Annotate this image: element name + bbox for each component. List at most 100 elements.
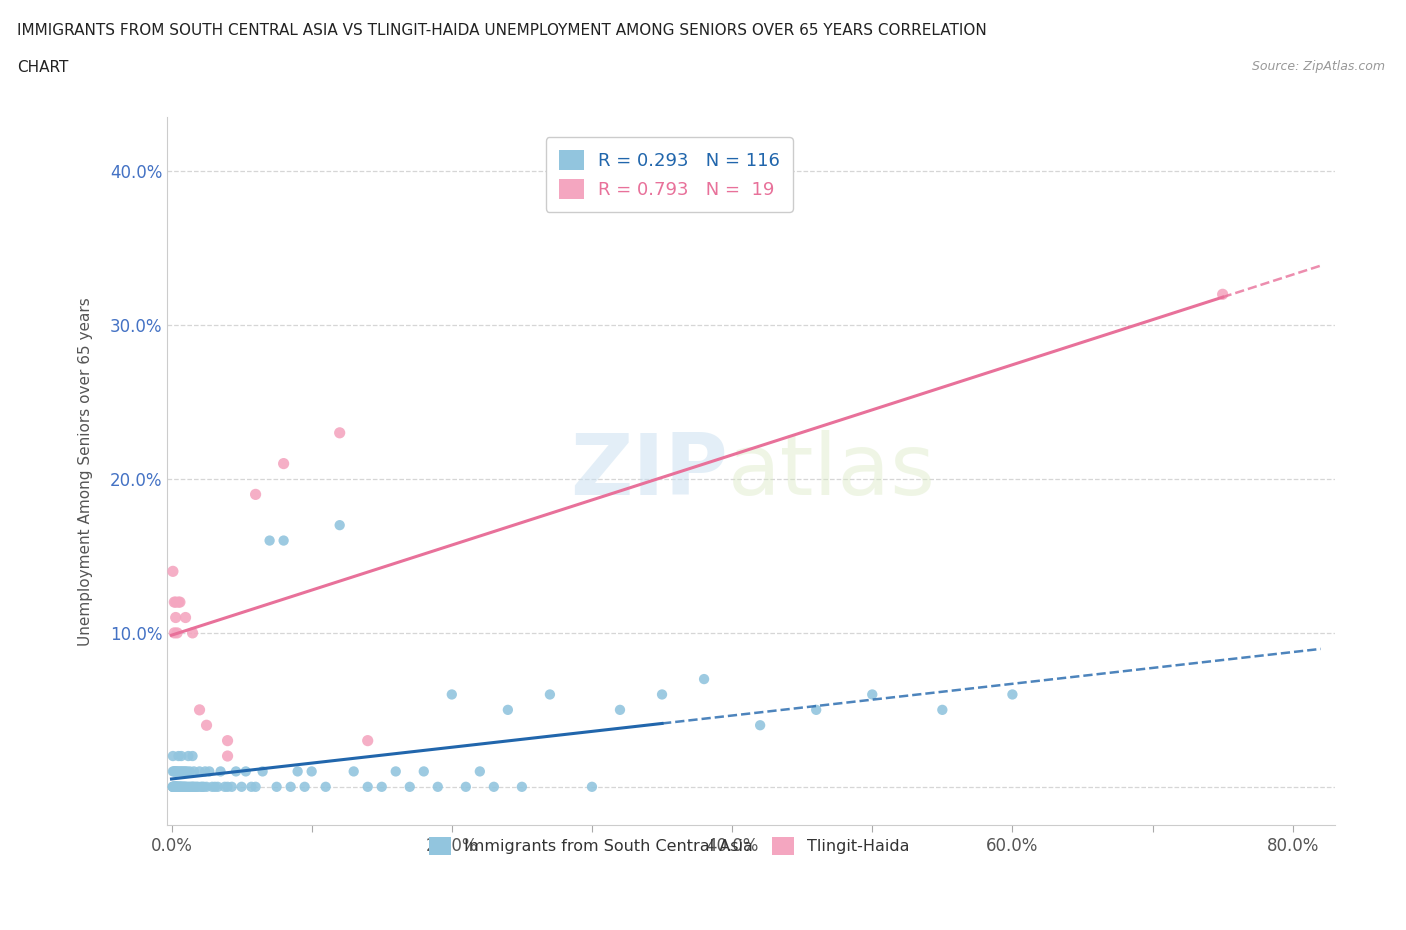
Point [357,779,380,794]
Point [169,779,191,794]
Point [177,779,200,794]
Point [259,533,281,548]
Point [167,749,190,764]
Point [170,779,193,794]
Text: ZIP: ZIP [569,430,728,512]
Point [217,779,239,794]
Point [166,779,188,794]
Point [173,779,195,794]
Point [174,610,197,625]
Point [167,779,190,794]
Point [166,626,188,641]
Point [217,749,239,764]
Point [165,594,187,609]
Point [217,733,239,748]
Point [169,779,191,794]
Point [163,779,186,794]
Point [245,487,267,502]
Point [170,779,193,794]
Point [496,702,519,717]
Point [454,779,477,794]
Point [172,779,194,794]
Point [287,764,309,778]
Point [163,779,186,794]
Point [162,779,184,794]
Point [231,779,253,794]
Point [482,779,505,794]
Point [176,779,198,794]
Point [162,564,184,578]
Point [235,764,257,778]
Point [1212,286,1234,301]
Point [398,779,420,794]
Point [162,764,184,778]
Point [163,779,186,794]
Point [166,764,188,778]
Point [169,764,191,778]
Point [181,779,204,794]
Point [193,779,215,794]
Point [343,764,366,778]
Point [165,764,187,778]
Point [181,626,204,641]
Point [163,764,186,778]
Point [170,749,193,764]
Point [166,779,188,794]
Point [194,764,217,778]
Point [301,764,323,778]
Point [186,779,208,794]
Point [468,764,491,778]
Point [315,779,337,794]
Point [163,594,186,609]
Point [195,718,218,733]
Point [195,779,218,794]
Point [198,764,221,778]
Point [510,779,533,794]
Point [167,594,190,609]
Point [273,533,295,548]
Point [174,779,197,794]
Point [214,779,236,794]
Point [170,779,193,794]
Point [165,779,187,794]
Point [183,779,205,794]
Point [609,702,631,717]
Point [181,779,204,794]
Point [167,779,190,794]
Point [225,764,247,778]
Point [167,764,190,778]
Point [440,687,463,702]
Point [179,779,201,794]
Point [172,764,194,778]
Point [183,764,205,778]
Point [165,779,187,794]
Point [173,779,195,794]
Point [165,779,187,794]
Point [179,764,201,778]
Point [162,749,184,764]
Point [806,702,828,717]
Point [209,764,232,778]
Point [538,687,561,702]
Point [190,779,212,794]
Point [165,610,187,625]
Point [280,779,302,794]
Point [273,456,295,471]
Point [184,779,207,794]
Point [174,779,197,794]
Point [693,671,716,686]
Point [371,779,394,794]
Point [1001,687,1024,702]
Point [188,764,211,778]
Point [166,779,188,794]
Point [931,702,953,717]
Point [357,733,380,748]
Point [173,764,195,778]
Text: Source: ZipAtlas.com: Source: ZipAtlas.com [1251,60,1385,73]
Point [170,764,193,778]
Point [166,779,188,794]
Point [245,779,267,794]
Text: atlas: atlas [728,430,935,512]
Point [165,764,187,778]
Point [860,687,883,702]
